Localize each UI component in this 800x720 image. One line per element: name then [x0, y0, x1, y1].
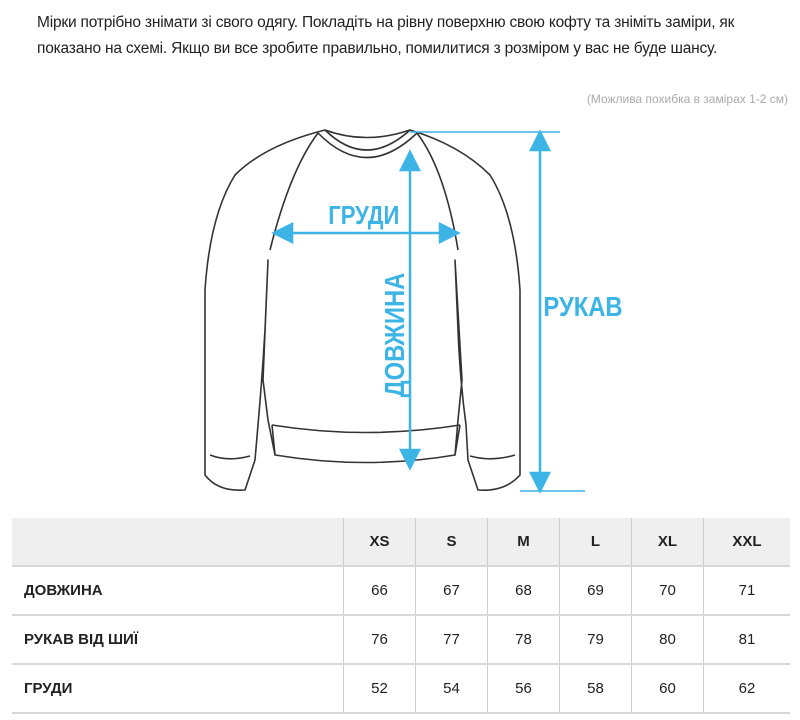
size-table: XS S M L XL XXL ДОВЖИНА 66 67 68 69 70 7… [12, 518, 790, 714]
cell: 62 [703, 664, 790, 714]
cell: 68 [487, 566, 560, 616]
sleeve-label: РУКАВ [543, 290, 622, 322]
row-label: РУКАВ ВІД ШИЇ [12, 615, 344, 665]
header-blank [12, 518, 344, 567]
size-header: XXL [703, 518, 790, 567]
table-header-row: XS S M L XL XXL [12, 518, 790, 567]
intro-text: Мірки потрібно знімати зі свого одягу. П… [37, 14, 735, 57]
cell: 52 [343, 664, 416, 714]
length-label: ДОВЖИНА [378, 272, 410, 397]
cell: 70 [631, 566, 704, 616]
length-arrow [398, 149, 422, 471]
cell: 80 [631, 615, 704, 665]
cell: 58 [559, 664, 632, 714]
cell: 56 [487, 664, 560, 714]
cell: 77 [415, 615, 488, 665]
cell: 60 [631, 664, 704, 714]
row-label: ДОВЖИНА [12, 566, 344, 616]
size-header: L [559, 518, 632, 567]
sleeve-arrow [528, 129, 552, 494]
table-row: ДОВЖИНА 66 67 68 69 70 71 [12, 566, 790, 616]
cell: 67 [415, 566, 488, 616]
guide-lines [410, 131, 585, 492]
cell: 76 [343, 615, 416, 665]
cell: 79 [559, 615, 632, 665]
row-label: ГРУДИ [12, 664, 344, 714]
cell: 66 [343, 566, 416, 616]
sweater-outline [204, 129, 521, 492]
sweater-diagram: ГРУДИ ДОВЖИНА РУКАВ [204, 129, 623, 494]
cell: 71 [703, 566, 790, 616]
cell: 54 [415, 664, 488, 714]
chest-arrow [271, 221, 461, 245]
size-header: M [487, 518, 560, 567]
size-header: XS [343, 518, 416, 567]
measurement-error-note: (Можлива похибка в замірах 1-2 см) [586, 92, 788, 106]
cell: 69 [559, 566, 632, 616]
table-row: ГРУДИ 52 54 56 58 60 62 [12, 664, 790, 714]
size-header: S [415, 518, 488, 567]
size-header: XL [631, 518, 704, 567]
chest-label: ГРУДИ [328, 201, 399, 230]
table-row: РУКАВ ВІД ШИЇ 76 77 78 79 80 81 [12, 615, 790, 665]
cell: 78 [487, 615, 560, 665]
cell: 81 [703, 615, 790, 665]
